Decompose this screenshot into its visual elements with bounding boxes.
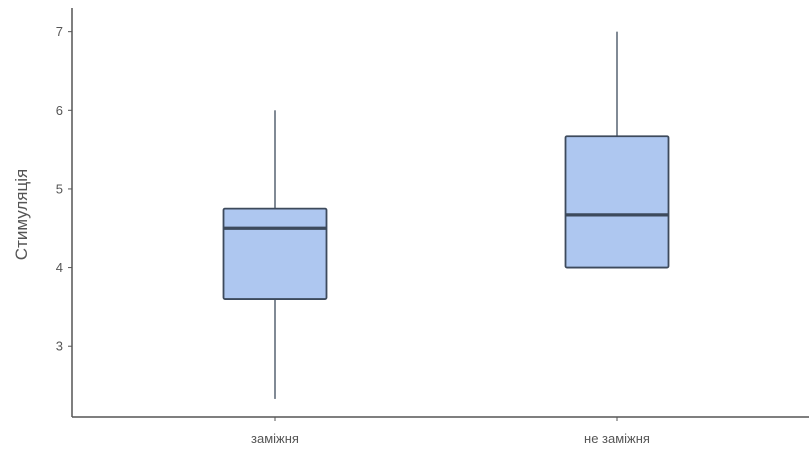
y-tick-label: 3 (56, 339, 63, 354)
x-tick-label: не заміжня (584, 431, 650, 446)
y-tick-label: 5 (56, 181, 63, 196)
box-group (222, 110, 328, 399)
y-axis-title: Стимуляція (12, 169, 31, 260)
boxplot-series (222, 31, 670, 399)
x-tick-label: заміжня (251, 431, 299, 446)
y-tick-label: 7 (56, 24, 63, 39)
y-tick-label: 6 (56, 103, 63, 118)
box (564, 135, 670, 269)
y-axis-ticks: 3 4 5 6 7 (56, 24, 72, 354)
box (222, 207, 328, 300)
x-axis-ticks: заміжня не заміжня (251, 417, 650, 446)
y-tick-label: 4 (56, 260, 63, 275)
box-group (564, 31, 670, 269)
